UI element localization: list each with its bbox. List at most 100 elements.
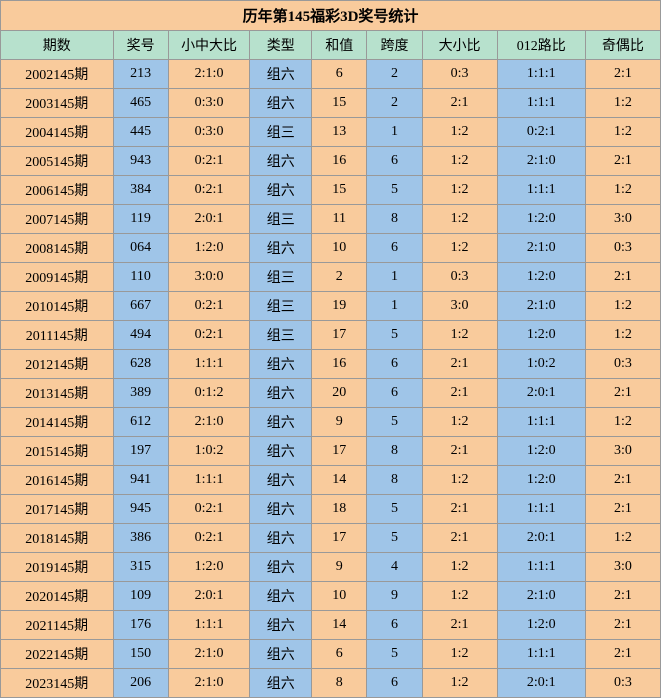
table-cell: 0:3 xyxy=(422,60,497,89)
table-cell: 2009145期 xyxy=(1,263,114,292)
table-cell: 2008145期 xyxy=(1,234,114,263)
table-cell: 0:2:1 xyxy=(168,176,250,205)
table-header-row: 期数奖号小中大比类型和值跨度大小比012路比奇偶比 xyxy=(1,31,661,60)
table-cell: 2016145期 xyxy=(1,466,114,495)
table-cell: 206 xyxy=(113,669,168,698)
table-cell: 445 xyxy=(113,118,168,147)
table-cell: 11 xyxy=(312,205,367,234)
table-cell: 5 xyxy=(367,408,422,437)
table-cell: 1:2 xyxy=(422,147,497,176)
table-cell: 1:0:2 xyxy=(497,350,585,379)
table-cell: 2:0:1 xyxy=(168,582,250,611)
table-cell: 2:0:1 xyxy=(168,205,250,234)
table-cell: 1:2 xyxy=(585,176,660,205)
table-cell: 1:2 xyxy=(422,553,497,582)
table-row: 2017145期9450:2:1组六1852:11:1:12:1 xyxy=(1,495,661,524)
table-cell: 组三 xyxy=(250,118,312,147)
table-row: 2003145期4650:3:0组六1522:11:1:11:2 xyxy=(1,89,661,118)
table-cell: 667 xyxy=(113,292,168,321)
table-cell: 150 xyxy=(113,640,168,669)
column-header: 小中大比 xyxy=(168,31,250,60)
table-cell: 2:1 xyxy=(585,611,660,640)
table-cell: 5 xyxy=(367,640,422,669)
table-row: 2020145期1092:0:1组六1091:22:1:02:1 xyxy=(1,582,661,611)
table-cell: 1 xyxy=(367,292,422,321)
table-cell: 9 xyxy=(312,408,367,437)
table-cell: 15 xyxy=(312,176,367,205)
table-cell: 0:3 xyxy=(585,669,660,698)
table-cell: 组六 xyxy=(250,669,312,698)
table-cell: 17 xyxy=(312,524,367,553)
table-cell: 组六 xyxy=(250,611,312,640)
table-cell: 5 xyxy=(367,321,422,350)
table-cell: 2:1 xyxy=(422,495,497,524)
table-cell: 2 xyxy=(312,263,367,292)
table-cell: 1:2 xyxy=(422,408,497,437)
table-cell: 2:1 xyxy=(585,466,660,495)
table-cell: 6 xyxy=(312,60,367,89)
table-cell: 组三 xyxy=(250,292,312,321)
table-cell: 0:1:2 xyxy=(168,379,250,408)
table-row: 2021145期1761:1:1组六1462:11:2:02:1 xyxy=(1,611,661,640)
table-cell: 20 xyxy=(312,379,367,408)
column-header: 跨度 xyxy=(367,31,422,60)
table-cell: 1 xyxy=(367,263,422,292)
table-cell: 2023145期 xyxy=(1,669,114,698)
table-cell: 组六 xyxy=(250,350,312,379)
table-cell: 组三 xyxy=(250,205,312,234)
table-cell: 1:2 xyxy=(585,118,660,147)
table-cell: 组六 xyxy=(250,437,312,466)
table-cell: 0:2:1 xyxy=(168,292,250,321)
table-cell: 1:1:1 xyxy=(497,553,585,582)
table-row: 2002145期2132:1:0组六620:31:1:12:1 xyxy=(1,60,661,89)
table-cell: 2022145期 xyxy=(1,640,114,669)
lottery-stats-table: 历年第145福彩3D奖号统计 期数奖号小中大比类型和值跨度大小比012路比奇偶比… xyxy=(0,0,661,698)
table-cell: 2018145期 xyxy=(1,524,114,553)
table-cell: 197 xyxy=(113,437,168,466)
table-cell: 1:2:0 xyxy=(497,611,585,640)
table-cell: 2 xyxy=(367,60,422,89)
table-cell: 1:2 xyxy=(585,292,660,321)
table-cell: 组三 xyxy=(250,321,312,350)
table-cell: 3:0 xyxy=(585,553,660,582)
table-cell: 1:1:1 xyxy=(497,89,585,118)
table-cell: 2:1 xyxy=(422,611,497,640)
table-title: 历年第145福彩3D奖号统计 xyxy=(1,1,661,31)
table-cell: 组三 xyxy=(250,263,312,292)
table-cell: 389 xyxy=(113,379,168,408)
table-cell: 1:0:2 xyxy=(168,437,250,466)
column-header: 类型 xyxy=(250,31,312,60)
table-row: 2009145期1103:0:0组三210:31:2:02:1 xyxy=(1,263,661,292)
table-cell: 组六 xyxy=(250,640,312,669)
table-cell: 1:2 xyxy=(422,669,497,698)
table-cell: 组六 xyxy=(250,553,312,582)
table-cell: 5 xyxy=(367,495,422,524)
table-cell: 1:2 xyxy=(422,118,497,147)
table-row: 2004145期4450:3:0组三1311:20:2:11:2 xyxy=(1,118,661,147)
table-cell: 1:1:1 xyxy=(168,466,250,495)
table-cell: 0:2:1 xyxy=(168,321,250,350)
table-cell: 2019145期 xyxy=(1,553,114,582)
table-cell: 465 xyxy=(113,89,168,118)
table-cell: 17 xyxy=(312,437,367,466)
table-cell: 628 xyxy=(113,350,168,379)
table-row: 2006145期3840:2:1组六1551:21:1:11:2 xyxy=(1,176,661,205)
table-cell: 3:0:0 xyxy=(168,263,250,292)
table-cell: 2:0:1 xyxy=(497,669,585,698)
table-cell: 组六 xyxy=(250,524,312,553)
table-cell: 2004145期 xyxy=(1,118,114,147)
table-cell: 2:1 xyxy=(585,495,660,524)
table-cell: 14 xyxy=(312,611,367,640)
table-cell: 943 xyxy=(113,147,168,176)
table-cell: 2010145期 xyxy=(1,292,114,321)
table-cell: 6 xyxy=(367,611,422,640)
table-cell: 6 xyxy=(367,350,422,379)
table-cell: 组六 xyxy=(250,582,312,611)
table-cell: 2:1:0 xyxy=(168,408,250,437)
table-cell: 组六 xyxy=(250,89,312,118)
table-cell: 6 xyxy=(367,669,422,698)
table-cell: 1:1:1 xyxy=(497,176,585,205)
table-cell: 2020145期 xyxy=(1,582,114,611)
table-cell: 6 xyxy=(367,379,422,408)
table-cell: 组六 xyxy=(250,234,312,263)
